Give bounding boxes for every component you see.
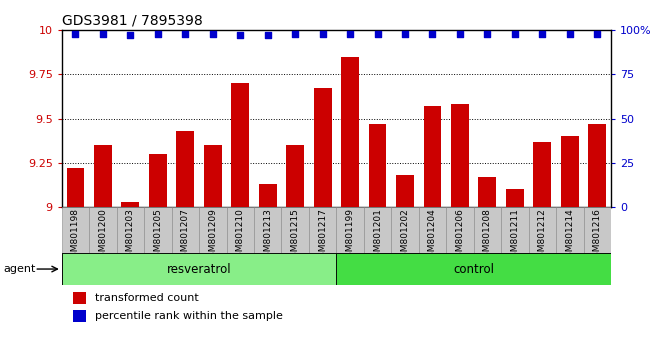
Bar: [199, 207, 227, 253]
Bar: [337, 207, 364, 253]
Bar: [73, 310, 86, 322]
Point: [592, 31, 603, 36]
Bar: [506, 189, 524, 207]
Bar: [451, 104, 469, 207]
Bar: [528, 207, 556, 253]
Bar: [396, 175, 414, 207]
Bar: [94, 145, 112, 207]
Bar: [62, 253, 337, 285]
Bar: [231, 83, 249, 207]
Bar: [446, 207, 474, 253]
Point: [290, 31, 300, 36]
Bar: [73, 292, 86, 304]
Bar: [419, 207, 446, 253]
Bar: [144, 207, 172, 253]
Bar: [534, 142, 551, 207]
Point: [345, 31, 356, 36]
Text: GSM801212: GSM801212: [538, 209, 547, 263]
Text: GSM801202: GSM801202: [400, 209, 410, 263]
Bar: [176, 131, 194, 207]
Bar: [259, 184, 277, 207]
Bar: [66, 168, 84, 207]
Point: [125, 33, 136, 38]
Text: GSM801206: GSM801206: [456, 209, 465, 263]
Point: [510, 31, 520, 36]
Point: [98, 31, 108, 36]
Bar: [149, 154, 167, 207]
Bar: [172, 207, 199, 253]
Bar: [588, 124, 606, 207]
Text: GSM801213: GSM801213: [263, 209, 272, 263]
Point: [235, 33, 246, 38]
Bar: [341, 57, 359, 207]
Point: [565, 31, 575, 36]
Text: GSM801208: GSM801208: [483, 209, 492, 263]
Bar: [478, 177, 497, 207]
Bar: [309, 207, 337, 253]
Text: transformed count: transformed count: [95, 293, 198, 303]
Bar: [369, 124, 387, 207]
Bar: [556, 207, 584, 253]
Bar: [561, 136, 579, 207]
Bar: [62, 207, 89, 253]
Bar: [474, 207, 501, 253]
Point: [70, 31, 81, 36]
Text: GSM801203: GSM801203: [126, 209, 135, 263]
Text: GSM801211: GSM801211: [510, 209, 519, 263]
Text: GSM801217: GSM801217: [318, 209, 327, 263]
Bar: [227, 207, 254, 253]
Text: agent: agent: [3, 264, 36, 274]
Bar: [254, 207, 281, 253]
Text: GDS3981 / 7895398: GDS3981 / 7895398: [62, 13, 203, 28]
Point: [482, 31, 493, 36]
Text: GSM801207: GSM801207: [181, 209, 190, 263]
Point: [372, 31, 383, 36]
Text: GSM801198: GSM801198: [71, 209, 80, 263]
Text: GSM801215: GSM801215: [291, 209, 300, 263]
Text: GSM801210: GSM801210: [236, 209, 245, 263]
Text: percentile rank within the sample: percentile rank within the sample: [95, 311, 283, 321]
Text: GSM801205: GSM801205: [153, 209, 162, 263]
Point: [317, 31, 328, 36]
Text: control: control: [453, 263, 494, 275]
Point: [180, 31, 190, 36]
Bar: [337, 253, 611, 285]
Point: [427, 31, 437, 36]
Bar: [122, 202, 139, 207]
Bar: [281, 207, 309, 253]
Point: [455, 31, 465, 36]
Bar: [501, 207, 528, 253]
Text: GSM801204: GSM801204: [428, 209, 437, 263]
Text: resveratrol: resveratrol: [167, 263, 231, 275]
Text: GSM801216: GSM801216: [593, 209, 602, 263]
Bar: [584, 207, 611, 253]
Text: GSM801199: GSM801199: [346, 209, 355, 263]
Point: [537, 31, 547, 36]
Point: [207, 31, 218, 36]
Point: [153, 31, 163, 36]
Bar: [424, 106, 441, 207]
Bar: [286, 145, 304, 207]
Bar: [117, 207, 144, 253]
Bar: [89, 207, 117, 253]
Bar: [314, 88, 332, 207]
Text: GSM801214: GSM801214: [566, 209, 575, 263]
Point: [263, 33, 273, 38]
Text: GSM801200: GSM801200: [98, 209, 107, 263]
Text: GSM801201: GSM801201: [373, 209, 382, 263]
Bar: [391, 207, 419, 253]
Bar: [204, 145, 222, 207]
Text: GSM801209: GSM801209: [208, 209, 217, 263]
Bar: [364, 207, 391, 253]
Point: [400, 31, 410, 36]
